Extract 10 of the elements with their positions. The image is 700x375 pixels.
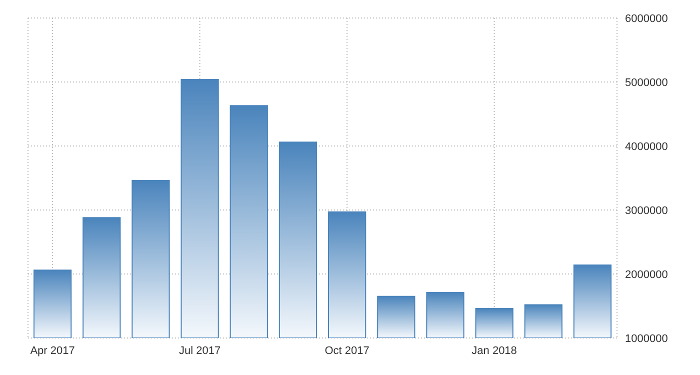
- x-tick-label: Oct 2017: [324, 344, 370, 357]
- y-tick-label: 4000000: [625, 140, 668, 153]
- y-tick-label: 2000000: [625, 268, 668, 281]
- y-tick-label: 1000000: [625, 332, 668, 345]
- x-tick-label: Apr 2017: [30, 344, 75, 357]
- y-tick-label: 6000000: [625, 12, 668, 25]
- x-tick-label: Jan 2018: [472, 344, 517, 357]
- y-tick-label: 5000000: [625, 76, 668, 89]
- y-tick-label: 3000000: [625, 204, 668, 217]
- x-tick-label: Jul 2017: [178, 344, 221, 357]
